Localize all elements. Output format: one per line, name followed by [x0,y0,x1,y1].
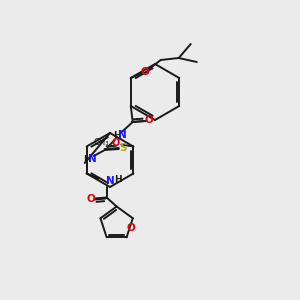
Text: N: N [118,130,127,140]
Text: H: H [113,131,121,140]
Text: CH₃: CH₃ [94,138,109,147]
Text: O: O [126,223,135,233]
Text: N: N [106,176,115,185]
Text: O: O [86,194,95,205]
Text: S: S [119,143,127,153]
Text: O: O [144,115,153,125]
Text: N: N [88,154,97,164]
Text: H: H [83,155,91,164]
Text: O: O [111,137,119,148]
Text: O: O [140,67,149,77]
Text: H: H [114,175,122,184]
